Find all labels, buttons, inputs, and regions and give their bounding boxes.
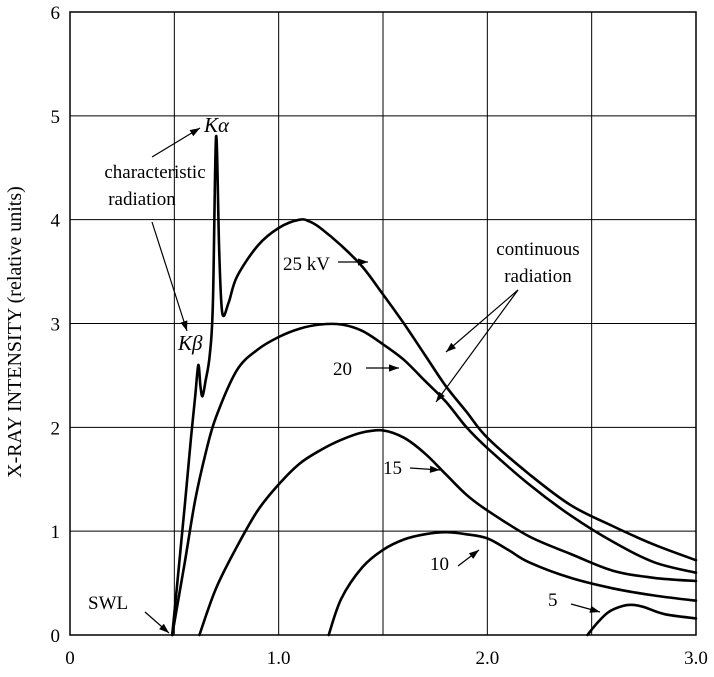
curve-20kv bbox=[170, 322, 698, 637]
label-25kv-arrow bbox=[338, 258, 368, 266]
curve-5kv bbox=[586, 603, 698, 637]
annotation-cont-radiation: radiation bbox=[504, 266, 572, 287]
y-tick-label: 1 bbox=[51, 522, 61, 543]
curve-10kv bbox=[327, 530, 698, 637]
label-20: 20 bbox=[333, 359, 352, 380]
label-5-arrow bbox=[570, 603, 601, 613]
annotation-k-alpha: Kα bbox=[203, 113, 230, 137]
label-25kv: 25 kV bbox=[283, 254, 330, 275]
continuous-arrow-lower bbox=[435, 289, 519, 403]
k-beta-arrow bbox=[151, 221, 188, 332]
label-20-arrow bbox=[366, 364, 399, 372]
y-tick-label: 4 bbox=[51, 211, 61, 232]
curves bbox=[170, 135, 698, 637]
y-tick-label: 0 bbox=[51, 626, 61, 647]
y-tick-label: 3 bbox=[51, 315, 61, 336]
annotation-characteristic: characteristic bbox=[104, 162, 205, 183]
swl-arrow bbox=[144, 611, 170, 634]
x-tick-label: 0 bbox=[65, 648, 75, 669]
annotation-arrows bbox=[144, 127, 601, 634]
label-10: 10 bbox=[430, 554, 449, 575]
x-tick-label: 2.0 bbox=[475, 648, 499, 669]
ticks: 0 1.0 2.0 3.0 0 1 2 3 4 5 6 bbox=[51, 3, 708, 669]
grid bbox=[69, 11, 697, 636]
k-alpha-arrow bbox=[151, 127, 201, 158]
y-axis-label: X-RAY INTENSITY (relative units) bbox=[4, 186, 26, 478]
plot-frame bbox=[69, 11, 697, 636]
continuous-arrow-upper bbox=[445, 289, 519, 353]
annotation-k-beta: Kβ bbox=[177, 331, 203, 355]
label-15: 15 bbox=[383, 458, 402, 479]
label-15-arrow bbox=[409, 465, 441, 473]
annotation-char-radiation: radiation bbox=[108, 189, 176, 210]
curve-15kv bbox=[198, 428, 698, 637]
x-tick-label: 1.0 bbox=[267, 648, 291, 669]
y-tick-label: 5 bbox=[51, 107, 61, 128]
y-tick-label: 2 bbox=[51, 418, 61, 439]
y-tick-label: 6 bbox=[51, 3, 61, 24]
x-tick-label: 3.0 bbox=[684, 648, 708, 669]
annotation-continuous: continuous bbox=[496, 239, 579, 260]
label-5: 5 bbox=[548, 590, 558, 611]
annotation-swl: SWL bbox=[88, 593, 128, 614]
label-10-arrow bbox=[457, 549, 480, 567]
curve-25kv bbox=[170, 135, 698, 637]
